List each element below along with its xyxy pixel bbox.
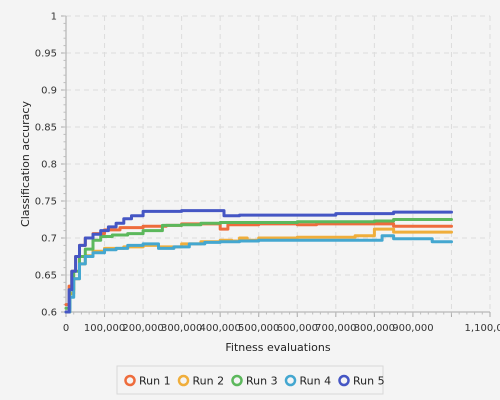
axes [61,15,491,317]
series-line-run-3 [64,218,453,310]
y-tick-label: 0.6 [41,308,57,319]
x-tick-label: 800,000 [354,323,395,334]
x-tick-label: 600,000 [277,323,318,334]
series-line-run-4 [64,234,453,314]
x-tick-label: 300,000 [161,323,202,334]
legend-marker-run-2 [177,374,190,387]
legend-label-run-2: Run 2 [193,375,225,388]
y-tick-label: 1 [51,12,57,23]
y-axis-title: Classification accuracy [19,101,32,227]
series-line-run-5 [64,209,453,314]
x-tick-label: 500,000 [238,323,279,334]
y-tick-label: 0.7 [41,234,57,245]
x-axis-title: Fitness evaluations [225,341,330,354]
x-tick-label: 0 [63,323,69,334]
legend-marker-run-3 [231,374,243,387]
y-tick-labels: 0.6 0.65 0.7 0.75 0.8 0.85 0.9 0.95 1 [35,12,57,319]
y-tick-label: 0.75 [35,197,57,208]
x-tick-label: 900,000 [392,323,433,334]
legend-box [116,365,384,395]
legend-label-run-1: Run 1 [139,375,171,388]
x-tick-label: 200,000 [122,323,163,334]
x-tick-label: 400,000 [200,323,241,334]
x-tick-label: 100,000 [84,323,125,334]
legend-marker-run-4 [284,374,297,387]
legend-marker-run-5 [338,374,350,387]
grid-lines [66,15,491,312]
legend-label-run-4: Run 4 [300,375,332,388]
y-tick-label: 0.85 [35,123,57,134]
series-group [64,209,453,314]
x-tick-label: 700,000 [315,323,356,334]
y-tick-label: 0.9 [41,86,57,97]
legend-label-run-3: Run 3 [246,375,278,388]
legend-label-run-5: Run 5 [353,375,385,388]
y-tick-label: 0.8 [41,160,57,171]
y-tick-label: 0.95 [35,49,57,60]
legend-marker-run-1 [124,374,136,387]
y-tick-label: 0.65 [35,271,57,282]
x-tick-labels: 0 100,000200,000300,000400,000500,000600,… [63,323,500,334]
legend: Run 1 Run 2 Run 3 Run 4 Run 5 [124,374,385,388]
x-tick-label: 1,100,000 [465,323,500,334]
